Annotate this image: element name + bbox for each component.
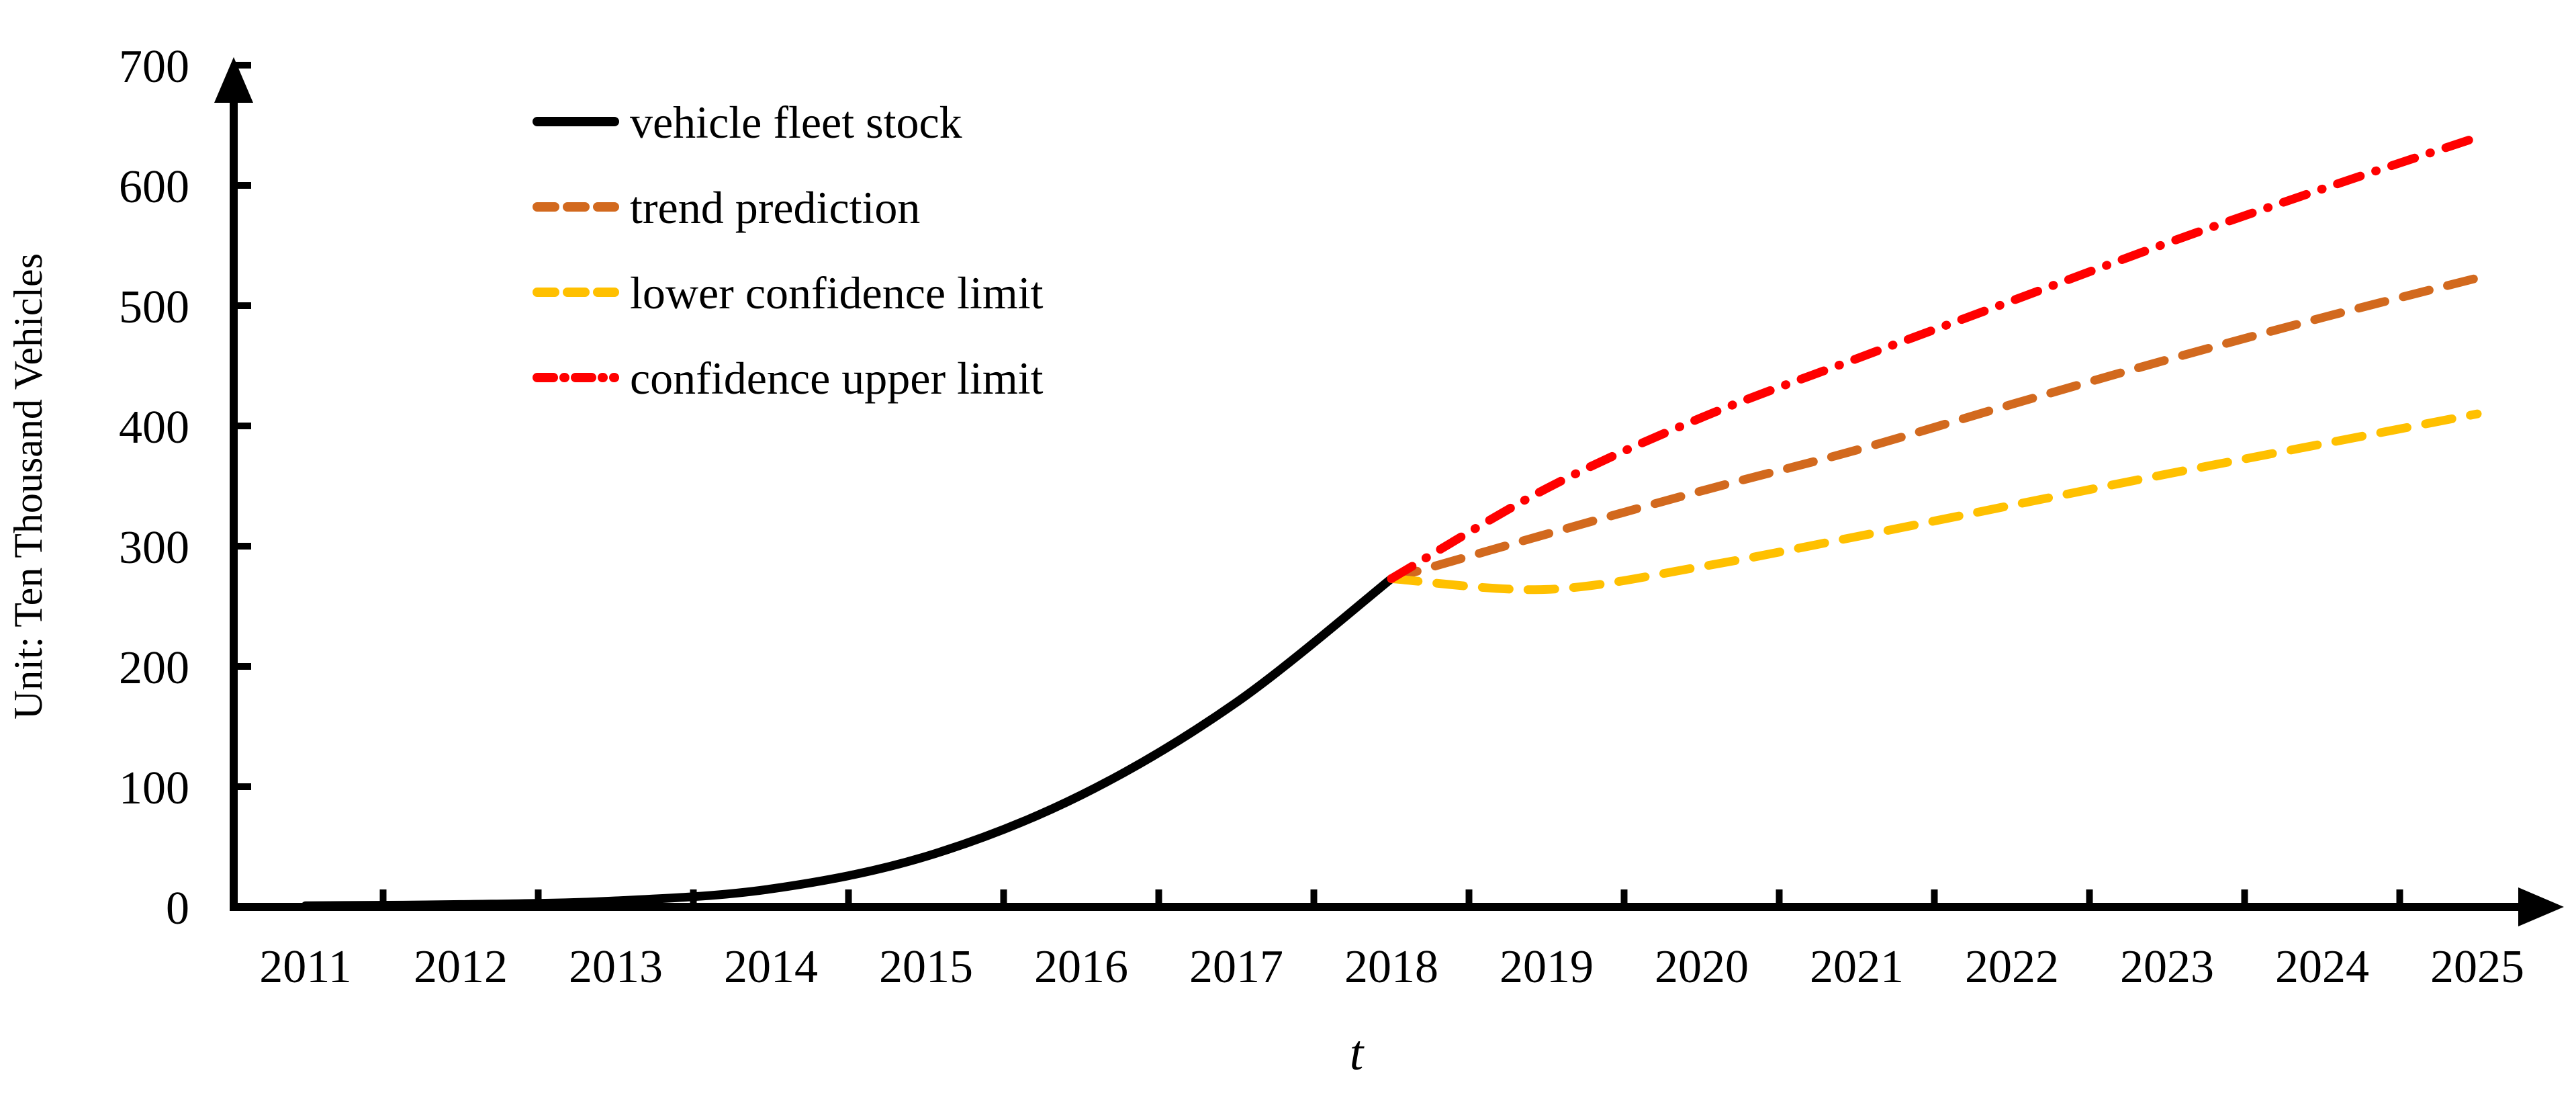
chart-line-trend-prediction [1387, 273, 2482, 583]
x-axis-arrow-icon [2518, 887, 2564, 926]
x-tick-label-2014: 2014 [724, 941, 818, 993]
y-tick-label-300: 300 [119, 522, 189, 574]
legend-item-vehicle-fleet-stock: vehicle fleet stock [533, 97, 962, 148]
x-tick-label-2022: 2022 [1965, 941, 2059, 993]
y-tick-label-700: 700 [119, 41, 189, 93]
x-tick-label-2024: 2024 [2275, 941, 2369, 993]
legend-item-confidence-upper-limit: confidence upper limit [533, 353, 1044, 404]
x-tick-label-2020: 2020 [1655, 941, 1749, 993]
y-tick-label-0: 0 [166, 883, 189, 934]
y-axis-arrow-icon [214, 57, 253, 103]
x-tick-label-2012: 2012 [414, 941, 508, 993]
x-tick-label-2025: 2025 [2430, 941, 2524, 993]
legend-item-trend-prediction: trend prediction [533, 182, 920, 233]
x-tick-label-2017: 2017 [1189, 941, 1283, 993]
y-axis-title: Unit: Ten Thousand Vehicles [6, 253, 50, 719]
legend-label-trend-prediction: trend prediction [630, 182, 920, 233]
y-axis: 0 100 200 300 400 500 600 700 [119, 41, 253, 934]
series-lines [301, 132, 2482, 910]
legend-label-confidence-upper-limit: confidence upper limit [630, 353, 1044, 404]
y-tick-label-400: 400 [119, 402, 189, 453]
legend-item-lower-confidence-limit: lower confidence limit [533, 267, 1044, 318]
x-tick-label-2015: 2015 [879, 941, 973, 993]
chart-line-lower-confidence-limit [1387, 409, 2482, 595]
x-axis: 2011 2012 2013 2014 2015 2016 2017 2018 2019 2020… [230, 887, 2564, 993]
legend-label-vehicle-fleet-stock: vehicle fleet stock [630, 97, 962, 148]
x-tick-label-2019: 2019 [1500, 941, 1594, 993]
x-axis-title: t [1350, 1026, 1365, 1081]
y-tick-label-200: 200 [119, 642, 189, 694]
y-tick-label-600: 600 [119, 161, 189, 213]
x-tick-label-2016: 2016 [1034, 941, 1128, 993]
legend-label-lower-confidence-limit: lower confidence limit [630, 267, 1044, 318]
legend: vehicle fleet stock trend prediction lower… [533, 97, 1044, 404]
y-tick-label-500: 500 [119, 281, 189, 333]
x-tick-label-2021: 2021 [1810, 941, 1904, 993]
x-tick-label-2013: 2013 [569, 941, 663, 993]
x-tick-label-2023: 2023 [2120, 941, 2214, 993]
y-tick-label-100: 100 [119, 762, 189, 814]
x-tick-label-2011: 2011 [259, 941, 351, 993]
chart-line-confidence-upper-limit [1387, 132, 2482, 583]
x-tick-label-2018: 2018 [1344, 941, 1438, 993]
chart-line-vehicle-fleet-stock [301, 574, 1396, 910]
